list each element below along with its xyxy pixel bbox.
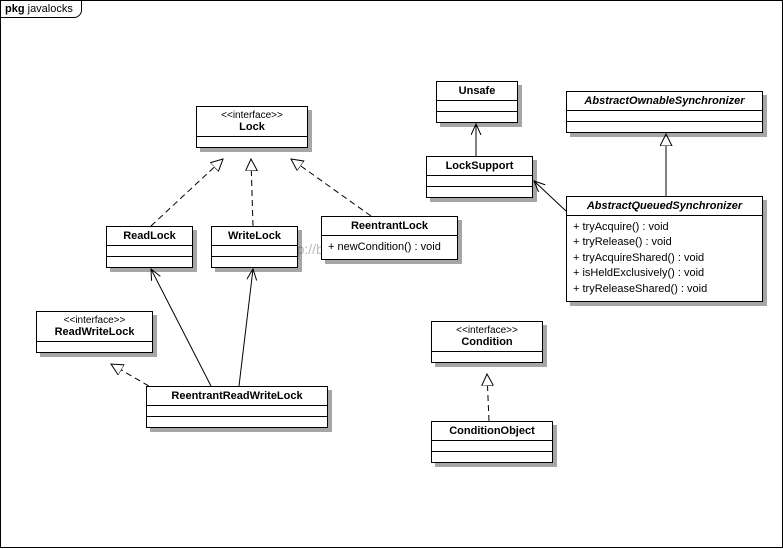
empty-section: [212, 246, 297, 257]
class-header: AbstractQueuedSynchronizer: [567, 197, 762, 216]
empty-section: [37, 342, 152, 352]
class-header: <<interface>>ReadWriteLock: [37, 312, 152, 342]
class-ReadWriteLock: <<interface>>ReadWriteLock: [36, 311, 153, 353]
class-header: LockSupport: [427, 157, 532, 176]
class-ReentrantLock: ReentrantLock + newCondition() : void: [321, 216, 458, 260]
class-name: LockSupport: [435, 160, 524, 172]
empty-section: [567, 111, 762, 122]
edge-AbstractQueuedSynchronizer-LockSupport: [534, 181, 566, 211]
class-name: ReadLock: [115, 230, 184, 242]
class-AbstractQueuedSynchronizer: AbstractQueuedSynchronizer + tryAcquire()…: [566, 196, 763, 302]
operation: + tryRelease() : void: [573, 235, 756, 250]
empty-section: [432, 352, 542, 362]
empty-section: [147, 417, 327, 427]
operation: + tryReleaseShared() : void: [573, 282, 756, 297]
class-name: Unsafe: [445, 85, 509, 97]
empty-section: [107, 257, 192, 267]
diagram-frame: pkg javalocks http://blog.csdn.net/ <<in…: [0, 0, 783, 548]
class-name: AbstractQueuedSynchronizer: [575, 200, 754, 212]
class-header: ReentrantLock: [322, 217, 457, 236]
class-header: AbstractOwnableSynchronizer: [567, 92, 762, 111]
class-name: ConditionObject: [440, 425, 544, 437]
empty-section: [432, 452, 552, 462]
empty-section: [437, 101, 517, 112]
class-name: ReentrantReadWriteLock: [155, 390, 319, 402]
operation: + tryAcquire() : void: [573, 220, 756, 235]
class-name: Lock: [205, 121, 299, 133]
edge-WriteLock-Lock: [251, 159, 253, 226]
empty-section: [197, 137, 307, 147]
operation: + newCondition() : void: [328, 240, 451, 255]
class-header: <<interface>>Condition: [432, 322, 542, 352]
class-header: ReentrantReadWriteLock: [147, 387, 327, 406]
class-Unsafe: Unsafe: [436, 81, 518, 123]
edge-ReadLock-Lock: [151, 159, 223, 226]
stereotype: <<interface>>: [440, 325, 534, 336]
class-WriteLock: WriteLock: [211, 226, 298, 268]
class-name: AbstractOwnableSynchronizer: [575, 95, 754, 107]
class-ReentrantReadWriteLock: ReentrantReadWriteLock: [146, 386, 328, 428]
edge-ReentrantLock-Lock: [291, 159, 371, 216]
operation: + tryAcquireShared() : void: [573, 251, 756, 266]
empty-section: [107, 246, 192, 257]
empty-section: [427, 176, 532, 187]
stereotype: <<interface>>: [205, 110, 299, 121]
empty-section: [427, 187, 532, 197]
edge-ReentrantReadWriteLock-WriteLock: [239, 269, 253, 386]
class-name: ReadWriteLock: [45, 326, 144, 338]
class-ReadLock: ReadLock: [106, 226, 193, 268]
stereotype: <<interface>>: [45, 315, 144, 326]
package-tab: pkg javalocks: [1, 1, 82, 18]
class-Condition: <<interface>>Condition: [431, 321, 543, 363]
empty-section: [147, 406, 327, 417]
class-header: ReadLock: [107, 227, 192, 246]
empty-section: [437, 112, 517, 122]
edge-ReentrantReadWriteLock-ReadLock: [151, 269, 211, 386]
operation: + isHeldExclusively() : void: [573, 266, 756, 281]
class-header: Unsafe: [437, 82, 517, 101]
class-LockSupport: LockSupport: [426, 156, 533, 198]
class-name: Condition: [440, 336, 534, 348]
edge-ConditionObject-Condition: [487, 374, 489, 421]
pkg-prefix: pkg: [5, 3, 25, 15]
class-ConditionObject: ConditionObject: [431, 421, 553, 463]
empty-section: [432, 441, 552, 452]
class-Lock: <<interface>>Lock: [196, 106, 308, 148]
class-name: ReentrantLock: [330, 220, 449, 232]
class-name: WriteLock: [220, 230, 289, 242]
class-header: ConditionObject: [432, 422, 552, 441]
pkg-name: javalocks: [28, 3, 73, 15]
class-header: <<interface>>Lock: [197, 107, 307, 137]
empty-section: [567, 122, 762, 132]
class-AbstractOwnableSynchronizer: AbstractOwnableSynchronizer: [566, 91, 763, 133]
empty-section: [212, 257, 297, 267]
operations: + tryAcquire() : void+ tryRelease() : vo…: [567, 216, 762, 301]
operations: + newCondition() : void: [322, 236, 457, 259]
class-header: WriteLock: [212, 227, 297, 246]
